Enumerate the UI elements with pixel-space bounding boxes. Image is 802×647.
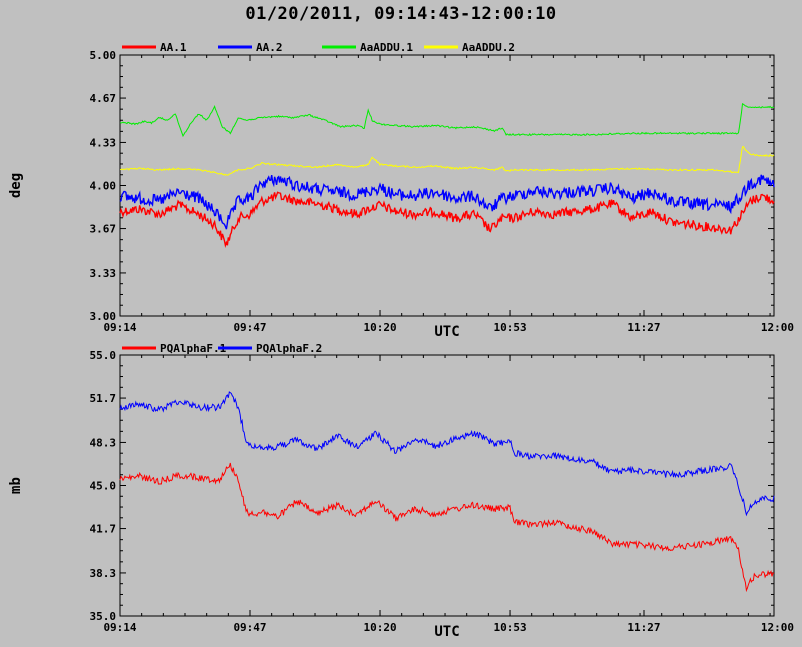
x-tick-label: 10:53	[493, 321, 526, 334]
plot-frame	[119, 354, 775, 617]
series-line	[119, 191, 775, 249]
y-tick-label: 5.00	[90, 49, 117, 62]
x-tick-label: 12:00	[761, 621, 794, 634]
x-axis-label: UTC	[434, 324, 459, 340]
x-tick-label: 09:47	[233, 621, 266, 634]
legend-label: AaADDU.2	[462, 41, 515, 54]
x-tick-label: 11:27	[627, 321, 660, 334]
y-tick-label: 45.0	[90, 480, 117, 493]
series-line	[119, 391, 775, 517]
series-line	[119, 174, 775, 230]
series-line	[119, 146, 775, 176]
series-line	[119, 462, 775, 593]
legend-label: AA.2	[256, 41, 283, 54]
x-tick-label: 09:14	[103, 621, 136, 634]
x-tick-label: 10:20	[363, 621, 396, 634]
y-tick-label: 55.0	[90, 349, 117, 362]
legend-label: AaADDU.1	[360, 41, 413, 54]
y-tick-label: 51.7	[90, 392, 117, 405]
x-tick-label: 10:20	[363, 321, 396, 334]
plot-frame	[119, 54, 775, 317]
legend-label: PQAlphaF.2	[256, 342, 322, 355]
y-tick-label: 3.67	[90, 223, 117, 236]
x-tick-label: 09:14	[103, 321, 136, 334]
legend-label: AA.1	[160, 41, 187, 54]
y-tick-label: 35.0	[90, 610, 117, 623]
lower-chart-panel: 35.0 38.3 41.7 45.0 48.3 51.7 55.0 09:14 09:47 10…	[8, 342, 794, 640]
x-tick-label: 12:00	[761, 321, 794, 334]
y-tick-label: 41.7	[90, 523, 117, 536]
legend-label: PQAlphaF.1	[160, 342, 227, 355]
x-tick-label: 11:27	[627, 621, 660, 634]
y-tick-label: 4.67	[90, 92, 117, 105]
series-line	[119, 103, 775, 138]
y-tick-label: 3.33	[90, 267, 117, 280]
upper-chart-panel: 3.00 3.33 3.67 4.00 4.33 4.67 5.00 09:14 09:47 10…	[8, 41, 794, 340]
x-tick-label: 10:53	[493, 621, 526, 634]
y-tick-label: 3.00	[90, 310, 117, 323]
x-axis-label: UTC	[434, 624, 459, 640]
x-tick-label: 09:47	[233, 321, 266, 334]
y-tick-label: 4.33	[90, 136, 117, 149]
y-axis-label: mb	[8, 477, 24, 494]
page-title: 01/20/2011, 09:14:43-12:00:10	[245, 4, 557, 24]
y-axis-label: deg	[8, 173, 24, 198]
y-tick-label: 4.00	[90, 180, 117, 193]
y-tick-label: 38.3	[90, 567, 117, 580]
y-tick-label: 48.3	[90, 436, 117, 449]
